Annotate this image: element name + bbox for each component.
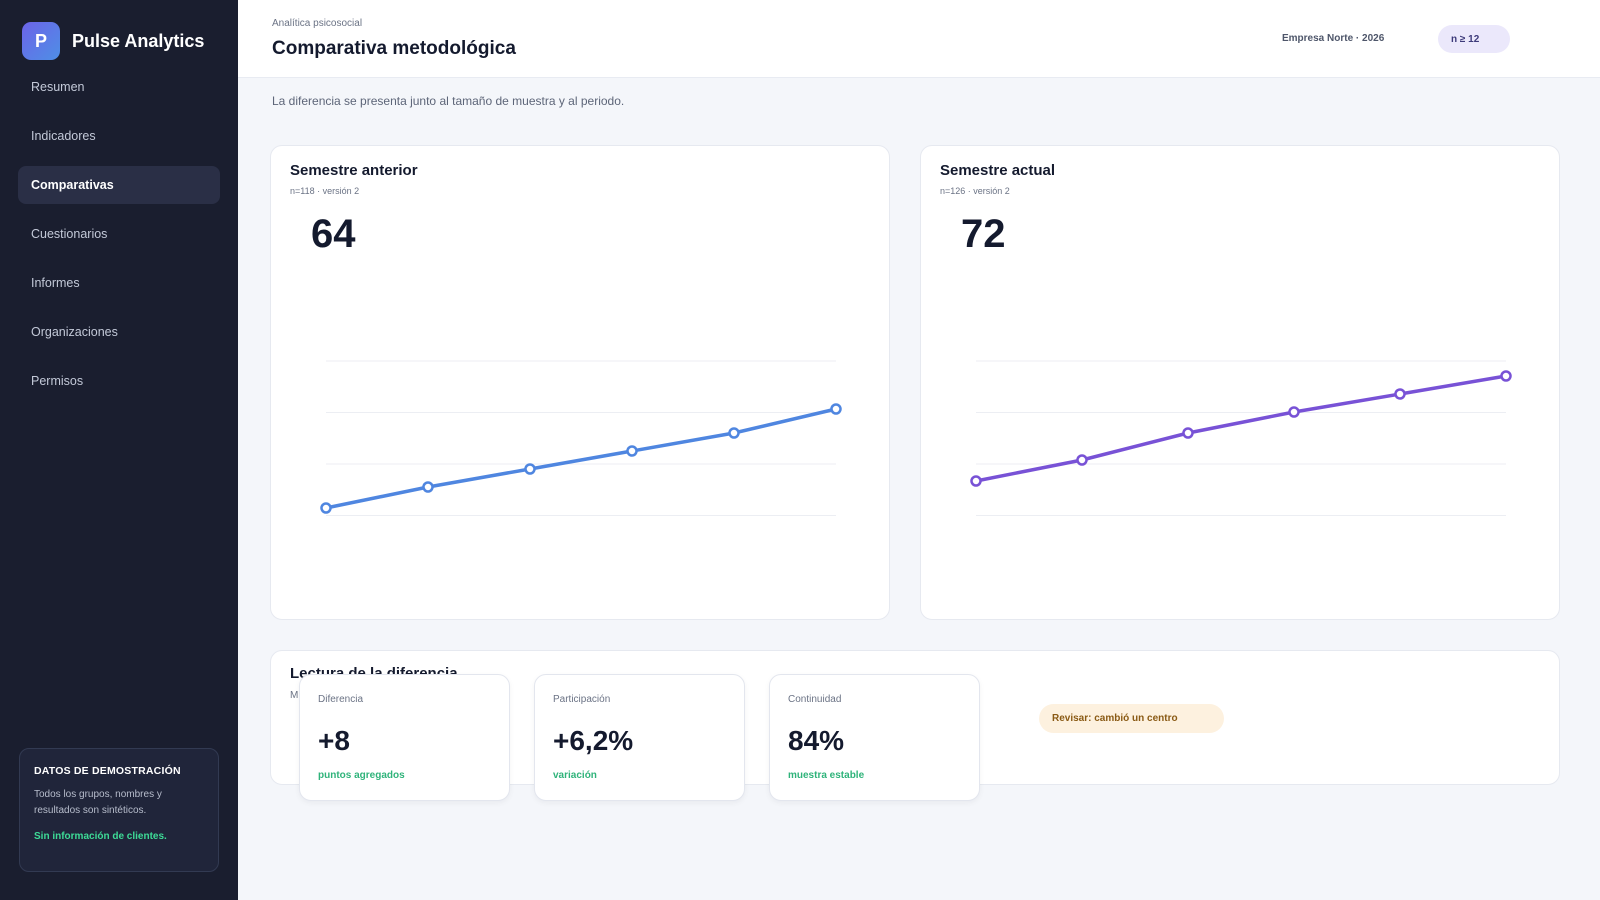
chart-card-meta: n=126 · versión 2: [940, 186, 1010, 196]
demo-notice-link: Sin información de clientes.: [34, 831, 167, 842]
chart-card-title: Semestre anterior: [290, 162, 418, 179]
difference-reading-subtitle: M: [290, 690, 299, 701]
demo-notice-text: Todos los grupos, nombres y resultados s…: [34, 789, 162, 816]
sidebar-item-cuestionarios[interactable]: Cuestionarios: [31, 227, 108, 241]
kpi-label: Diferencia: [318, 694, 364, 705]
intro-text: La diferencia se presenta junto al tamañ…: [272, 94, 625, 108]
data-point[interactable]: [1288, 406, 1300, 418]
kpi-note: puntos agregados: [318, 770, 405, 781]
kpi-label: Participación: [553, 694, 611, 705]
sample-size-badge: n ≥ 12: [1438, 25, 1510, 53]
demo-notice-title: DATOS DE DEMOSTRACIÓN: [34, 765, 181, 777]
kpi-value: +6,2%: [553, 725, 634, 756]
kpi-note: variación: [553, 770, 597, 781]
series-line: [974, 374, 1508, 483]
kpi-value: 84%: [788, 725, 845, 756]
kpi-value: +8: [318, 725, 350, 756]
chart-card-current: Semestre actual n=126 · versión 2 72: [920, 145, 1560, 620]
kpi-card-continuity: Continuidad 84% muestra estable: [769, 674, 980, 801]
data-point[interactable]: [1394, 388, 1406, 400]
kpi-card-difference: Diferencia +8 puntos agregados: [299, 674, 510, 801]
sidebar-item-indicadores[interactable]: Indicadores: [31, 129, 96, 143]
data-point[interactable]: [524, 463, 536, 475]
data-point[interactable]: [1500, 370, 1512, 382]
data-point[interactable]: [422, 481, 434, 493]
sidebar-item-organizaciones[interactable]: Organizaciones: [31, 325, 118, 339]
page-title: Comparativa metodológica: [272, 38, 516, 59]
brand[interactable]: P Pulse Analytics: [22, 22, 204, 60]
sidebar-item-comparativas[interactable]: Comparativas: [18, 166, 220, 204]
brand-logo: P: [22, 22, 60, 60]
sidebar-item-resumen[interactable]: Resumen: [31, 80, 85, 94]
data-point[interactable]: [728, 427, 740, 439]
kpi-label: Continuidad: [788, 694, 842, 705]
brand-name: Pulse Analytics: [72, 30, 205, 51]
chart-card-value: 64: [311, 212, 356, 256]
chart-card-meta: n=118 · versión 2: [290, 186, 360, 196]
page-eyebrow: Analítica psicosocial: [272, 18, 363, 29]
chart-card-previous: Semestre anterior n=118 · versión 2 64: [270, 145, 890, 620]
chart-card-title: Semestre actual: [940, 162, 1056, 179]
data-point[interactable]: [970, 475, 982, 487]
organization-label: Empresa Norte · 2026: [1282, 33, 1385, 44]
data-point[interactable]: [626, 445, 638, 457]
kpi-card-participation: Participación +6,2% variación: [534, 674, 745, 801]
demo-notice: DATOS DE DEMOSTRACIÓN Todos los grupos, …: [19, 748, 219, 872]
chart-card-value: 72: [961, 212, 1006, 256]
data-point[interactable]: [830, 403, 842, 415]
data-point[interactable]: [1182, 427, 1194, 439]
sidebar-item-permisos[interactable]: Permisos: [31, 374, 84, 388]
line-chart-current: [970, 360, 1512, 516]
data-point[interactable]: [320, 502, 332, 514]
sidebar-nav: Resumen Indicadores Comparativas Cuestio…: [18, 68, 220, 411]
line-chart-previous: [320, 360, 842, 516]
data-point[interactable]: [1076, 454, 1088, 466]
sidebar-item-informes[interactable]: Informes: [31, 276, 80, 290]
sidebar: P Pulse Analytics Resumen Indicadores Co…: [0, 0, 238, 900]
page-header: Analítica psicosocial Comparativa metodo…: [238, 0, 1600, 78]
kpi-note: muestra estable: [788, 770, 865, 781]
series-line: [324, 407, 838, 510]
warning-badge: Revisar: cambió un centro: [1039, 704, 1224, 733]
